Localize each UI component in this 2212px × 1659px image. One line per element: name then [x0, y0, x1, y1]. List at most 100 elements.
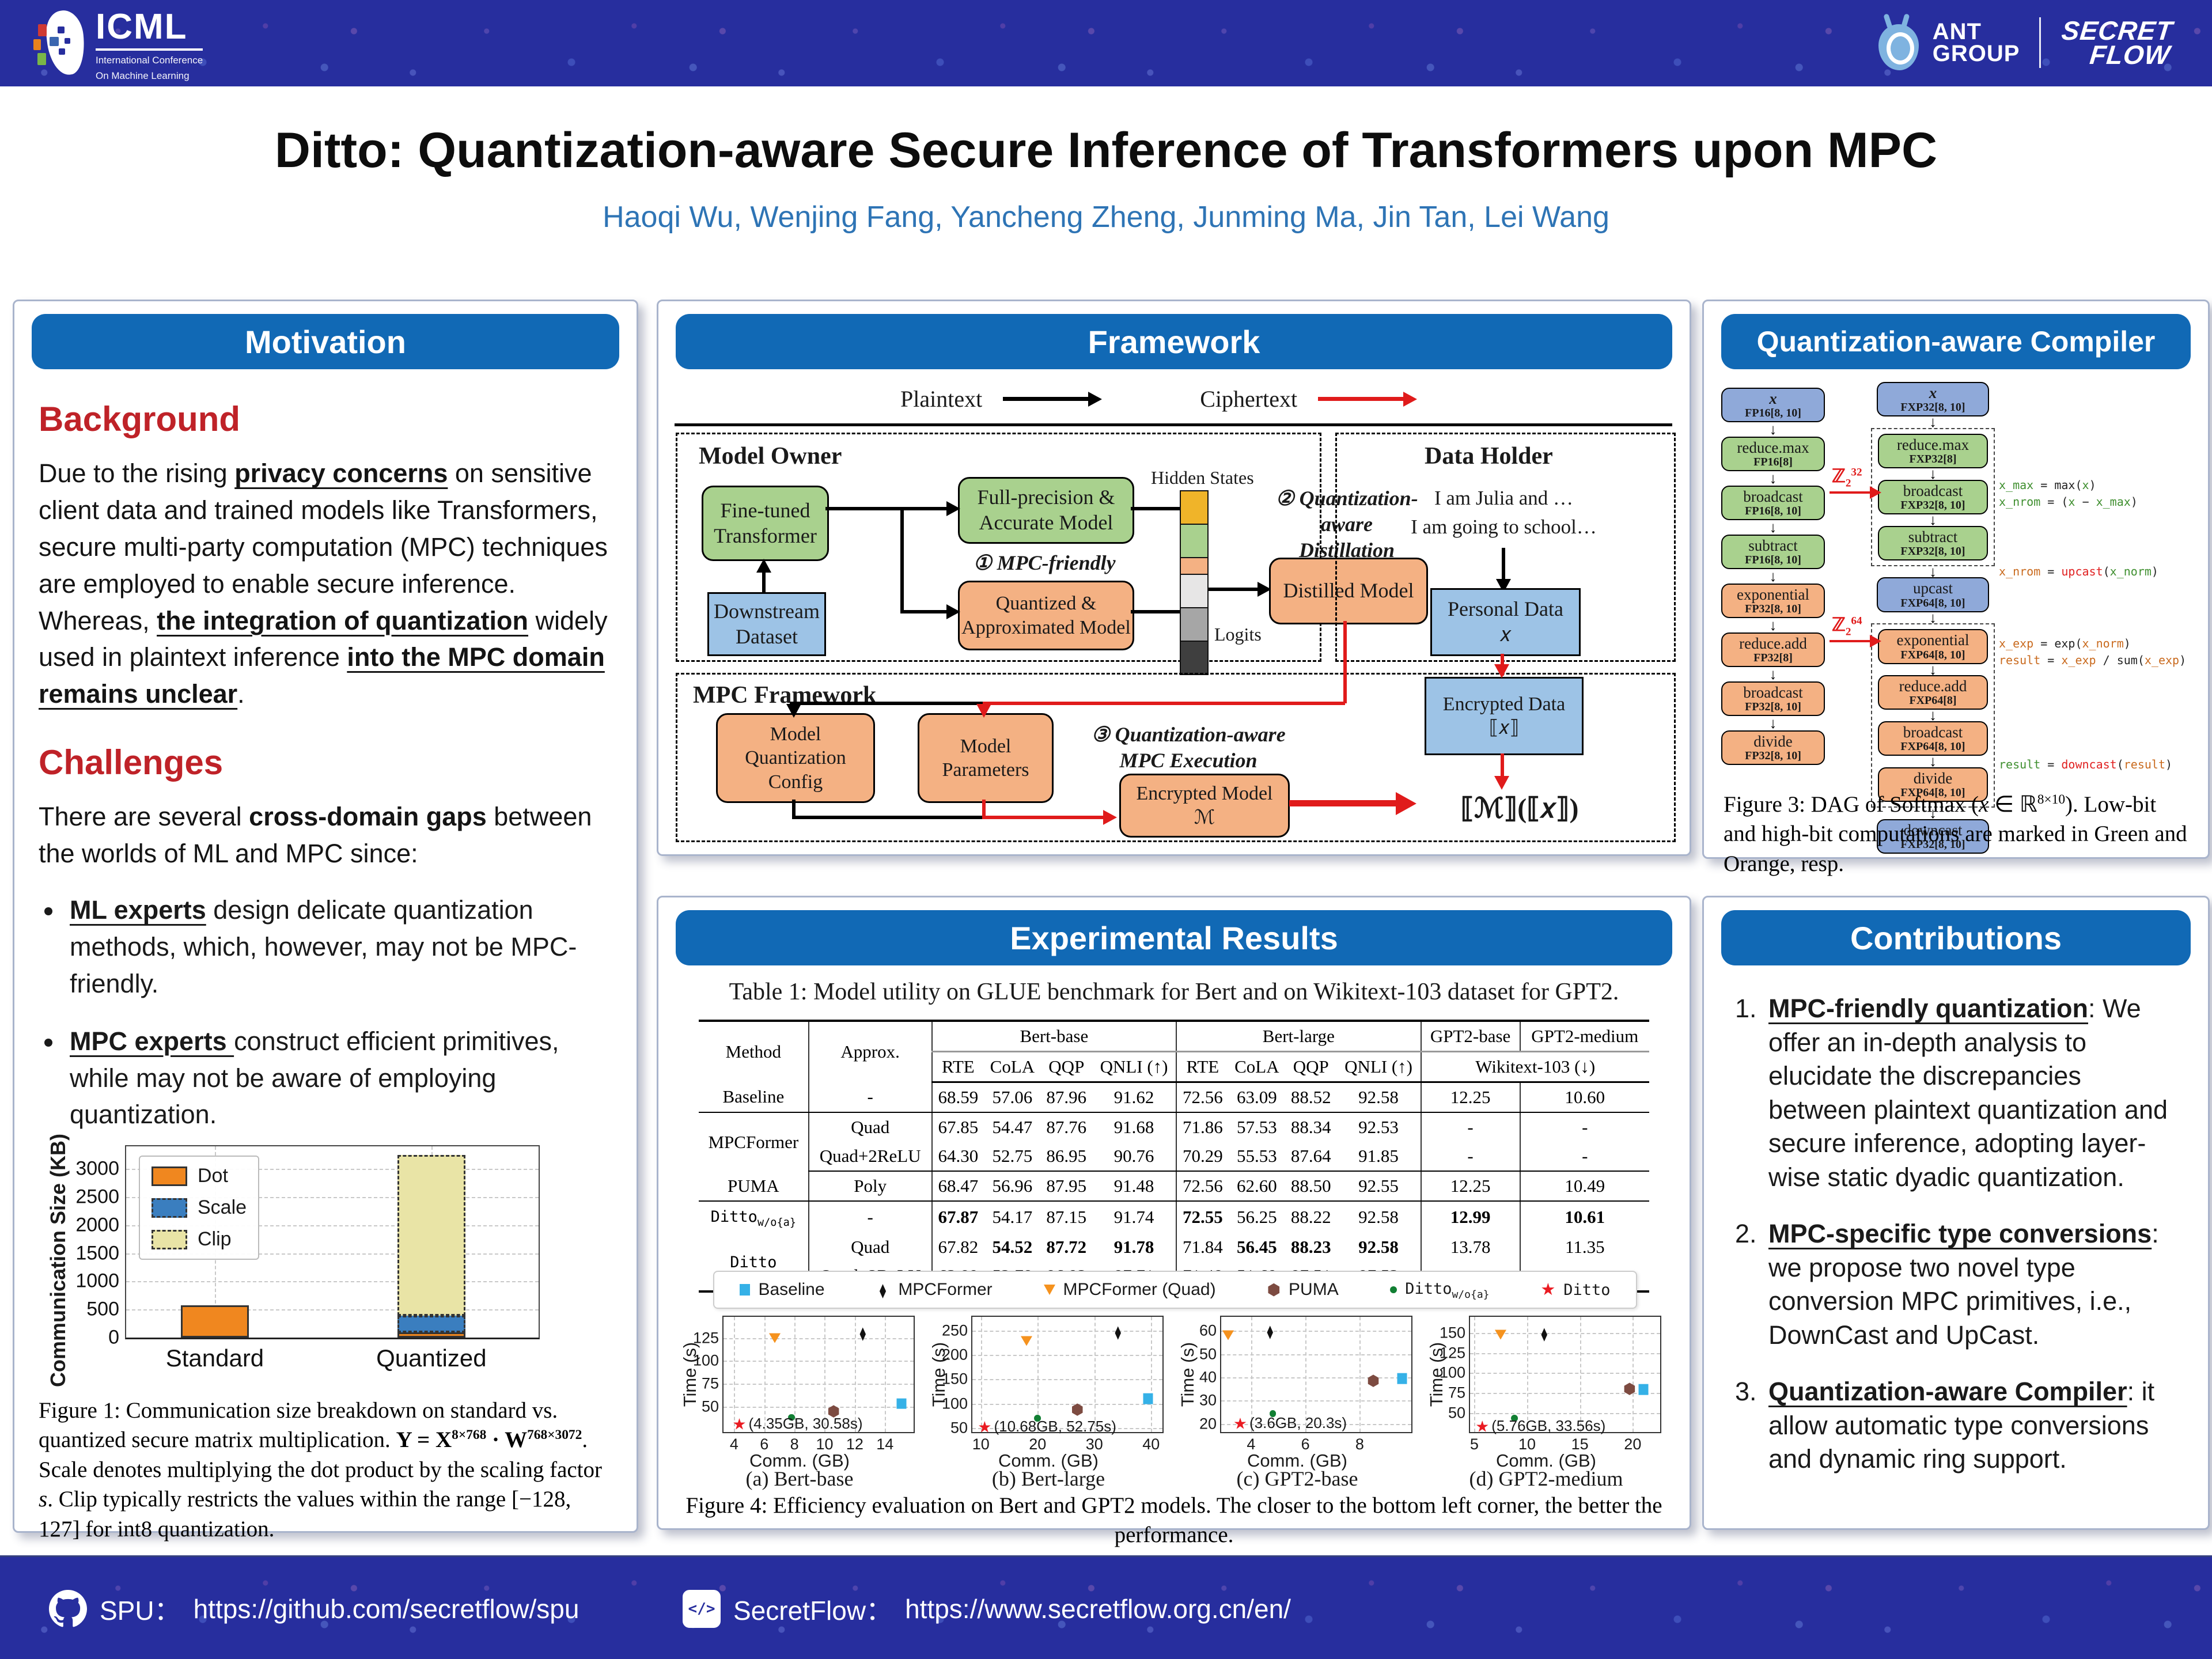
dag-node-exponential: exponential FXP64[8, 10]	[1878, 629, 1988, 664]
dag-group: exponential FXP64[8, 10] ↓ reduce.add FXP64[…	[1871, 623, 1995, 808]
text-run: MPC experts	[70, 1026, 234, 1056]
table-cell: -	[1420, 1112, 1520, 1142]
output-formula: ⟦ℳ⟧(⟦𝑥⟧)	[1460, 793, 1579, 824]
text-run: 8×768	[452, 1427, 487, 1443]
ditto-annotation: (4.35GB, 30.58s)	[748, 1415, 863, 1433]
scatter-point-ditto	[787, 1414, 795, 1421]
compiler-header: Quantization-aware Compiler	[1721, 314, 2191, 369]
figure4-legend: Baseline ◆ MPCFormer MPCFormer (Quad) ⬢ PUMA D…	[713, 1271, 1637, 1309]
figure4-legend-item: Baseline	[740, 1280, 825, 1300]
table-cell: 67.87	[931, 1201, 984, 1233]
ditto-annotation: (5.76GB, 33.56s)	[1491, 1416, 1606, 1434]
text-run: Y = X	[396, 1427, 452, 1453]
bar-segment-dot	[180, 1305, 249, 1338]
scatter-point-mpcformer: ◆	[859, 1323, 866, 1343]
table-cell: Quad	[808, 1112, 932, 1142]
dag-node-reduce.max: reduce.max FXP32[8]	[1878, 433, 1988, 469]
figure4-legend-item: ⬢ PUMA	[1267, 1280, 1338, 1300]
text-run: .	[237, 679, 245, 709]
table-cell: 54.47	[992, 1117, 1033, 1137]
scatter-point-baseline	[1143, 1393, 1153, 1404]
table-cell: 92.58	[1336, 1082, 1421, 1113]
table-cell: Quad	[808, 1233, 932, 1262]
text-run: Quantization-aware Compiler	[1768, 1377, 2127, 1406]
footer-band: SPU： https://github.com/secretflow/spu <…	[0, 1555, 2212, 1659]
legend-swatch-scale	[151, 1198, 187, 1218]
table-cell: 87.15	[1046, 1207, 1087, 1228]
table-cell: PUMA	[699, 1171, 809, 1202]
challenges-list: ML experts design delicate quantization …	[39, 892, 612, 1133]
ditto-annotation: (10.68GB, 52.75s)	[994, 1417, 1116, 1435]
dag-node-subtract: subtract FXP32[8, 10]	[1878, 525, 1988, 560]
dag-group: reduce.max FXP32[8] ↓ broadcast FXP32[8, 10]…	[1871, 427, 1995, 566]
data-holder-box	[1335, 433, 1676, 662]
table-cell: Dittow/o{a}	[710, 1208, 797, 1229]
ciphertext-legend-label: Ciphertext	[1200, 386, 1298, 412]
table-cell: QNLI (↑)	[1092, 1051, 1177, 1083]
table-cell: -	[1519, 1142, 1649, 1172]
table-cell: 92.55	[1336, 1171, 1421, 1202]
icml-logo: ICML International Conference On Machine…	[33, 8, 203, 82]
table-cell: 56.45	[1237, 1237, 1277, 1257]
dag-node-upcast: upcast FXP64[8, 10]	[1877, 577, 1989, 612]
code-annotation-4: result = downcast(result)	[1999, 757, 2173, 771]
table-cell: RTE	[1176, 1051, 1229, 1083]
dag-node-broadcast: broadcast FXP64[8, 10]	[1878, 721, 1988, 756]
challenge-item-ml: ML experts design delicate quantization …	[64, 892, 612, 1002]
figure4-caption: Figure 4: Efficiency evaluation on Bert …	[685, 1493, 1662, 1548]
table-cell: -	[1519, 1112, 1649, 1142]
table-cell: CoLA	[984, 1051, 1041, 1083]
table-cell: Quad+2ReLU	[808, 1142, 932, 1172]
table-cell: 57.53	[1237, 1117, 1277, 1137]
text-run: between the worlds of ML and MPC since:	[39, 802, 592, 869]
text-run: . Scale denotes multiplying the dot prod…	[39, 1427, 603, 1482]
table-cell: 10.60	[1519, 1082, 1649, 1113]
table-cell: 56.96	[984, 1171, 1041, 1202]
table-cell: 70.29	[1176, 1142, 1229, 1172]
encrypted-model-box: Encrypted Model ℳ	[1119, 774, 1290, 838]
holder-text-2: I am going to school…	[1411, 516, 1597, 538]
figure3-caption: Figure 3: DAG of Softmax (x ∈ ℝ8×10). Lo…	[1724, 790, 2189, 878]
scatter-point-ditto: ★	[1233, 1414, 1248, 1433]
secretflow-url-link[interactable]: https://www.secretflow.org.cn/en/	[905, 1594, 1291, 1624]
github-icon	[49, 1590, 87, 1627]
results-table: Method Approx. Bert-base Bert-large GPT2-bas…	[699, 1020, 1649, 1293]
table-cell: RTE	[931, 1051, 984, 1083]
legend-label: Clip	[198, 1228, 232, 1250]
table-cell: Poly	[808, 1171, 932, 1202]
table-cell: 12.99	[1420, 1201, 1520, 1233]
triangle-marker-icon	[1043, 1285, 1055, 1295]
results-header: Experimental Results	[676, 910, 1672, 965]
scatter-point-mpcformer-quad-	[1222, 1330, 1234, 1340]
scatter-point-mpcformer: ◆	[1541, 1323, 1548, 1343]
table-cell: 67.85	[931, 1112, 984, 1142]
subplot-fig4c: 4 6 8 20 30 40 50 60 ◆ ⬢ ★ (3.6GB, 20.3s) Time (s) Co…	[1176, 1313, 1418, 1490]
spu-url-link[interactable]: https://github.com/secretflow/spu	[193, 1594, 579, 1624]
full-precision-model-box: Full-precision & Accurate Model	[958, 477, 1134, 544]
table-cell: 63.09	[1228, 1082, 1286, 1113]
legend-label: PUMA	[1289, 1280, 1339, 1299]
table-cell: 92.53	[1358, 1117, 1399, 1137]
table-cell: 86.95	[1040, 1142, 1093, 1172]
table-cell: -	[808, 1201, 932, 1233]
challenge-item-mpc: MPC experts construct efficient primitiv…	[64, 1023, 612, 1134]
table-cell: 62.60	[1228, 1171, 1286, 1202]
text-run: : we propose two novel type conversion M…	[1768, 1219, 2159, 1350]
table-cell: 91.74	[1113, 1207, 1154, 1228]
poster-authors: Haoqi Wu, Wenjing Fang, Yancheng Zheng, …	[603, 200, 1609, 234]
arrow-legend: Plaintext Ciphertext	[900, 385, 1418, 412]
table-cell: 54.52	[992, 1237, 1033, 1257]
scatter-point-ditto: ★	[978, 1418, 992, 1436]
motivation-panel: Motivation Background Due to the rising …	[13, 300, 638, 1541]
background-paragraph: Due to the rising privacy concerns on se…	[39, 455, 612, 713]
table-cell: 54.17	[992, 1207, 1033, 1228]
results-panel: Experimental Results Table 1: Model util…	[657, 896, 1691, 1547]
x-category-label: Quantized	[376, 1344, 487, 1372]
table-cell: 71.86	[1176, 1112, 1229, 1142]
table-cell: 57.06	[984, 1082, 1041, 1113]
dag-node-broadcast: broadcast FP16[8, 10]	[1721, 485, 1825, 521]
table-cell: 72.55	[1176, 1201, 1229, 1233]
subplot-fig4a: 4 6 8 10 12 14 50 75 100 125 ◆ ⬢ ★ (4.35GB, 30.58s) Ti…	[679, 1313, 921, 1490]
table-cell: 10.49	[1519, 1171, 1649, 1202]
text-run: cross-domain gaps	[249, 802, 487, 832]
